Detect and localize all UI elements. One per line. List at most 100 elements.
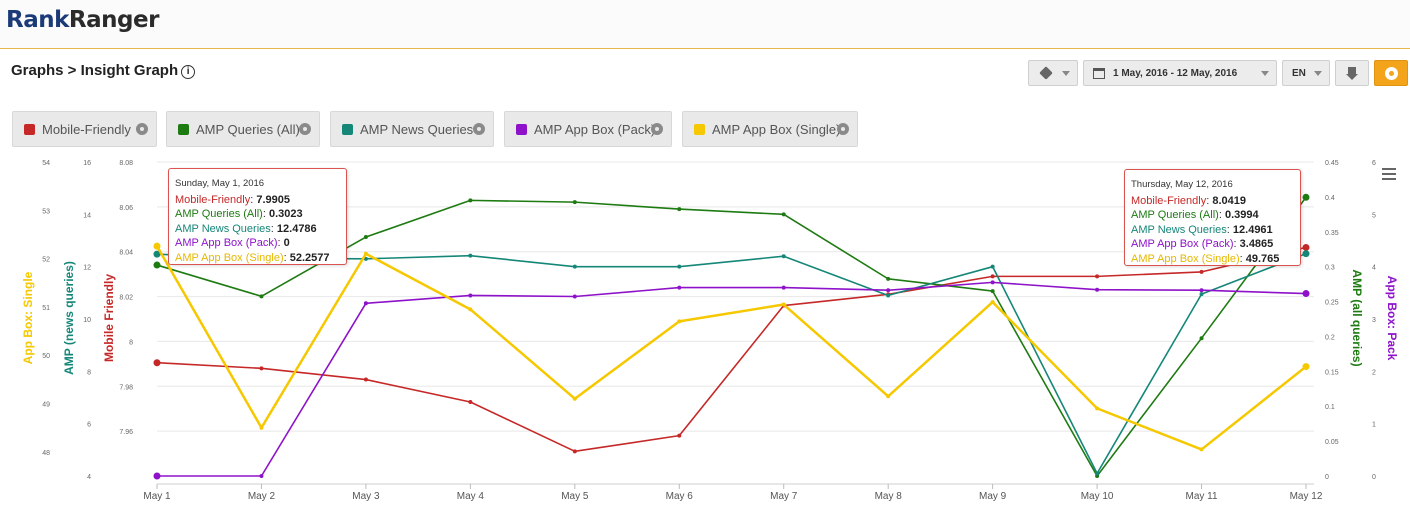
y-tick-label: 10 — [83, 317, 91, 324]
date-range-text: 1 May, 2016 - 12 May, 2016 — [1113, 68, 1238, 79]
tooltip-row: AMP App Box (Single): 52.2577 — [175, 251, 330, 264]
data-point — [153, 242, 161, 250]
y-tick-label: 3 — [1372, 317, 1376, 324]
x-tick-label: May 7 — [770, 491, 798, 502]
legend-swatch — [694, 124, 705, 135]
y-tick-label: 0 — [1372, 474, 1376, 481]
tooltip-value: 49.765 — [1245, 252, 1280, 265]
data-point — [886, 394, 891, 399]
gear-icon[interactable] — [837, 123, 849, 135]
y-tick-label: 4 — [1372, 265, 1376, 272]
y-axis-title: App Box: Pack — [1385, 276, 1399, 361]
tooltip-label: AMP Queries (All) — [1131, 209, 1219, 221]
gear-icon[interactable] — [473, 123, 485, 135]
data-point — [572, 264, 577, 269]
view-selector[interactable] — [1028, 60, 1078, 86]
legend-item-amp-news-queries[interactable]: AMP News Queries — [330, 111, 494, 147]
legend-item-amp-queries-all[interactable]: AMP Queries (All) — [166, 111, 320, 147]
y-tick-label: 14 — [83, 212, 91, 219]
x-tick-label: May 11 — [1186, 491, 1218, 502]
settings-button[interactable] — [1374, 60, 1408, 86]
x-tick-label: May 10 — [1081, 491, 1114, 502]
legend-item-amp-app-box-single[interactable]: AMP App Box (Single) — [682, 111, 858, 147]
y-axis-title: Mobile Friendly — [102, 274, 116, 362]
download-button[interactable] — [1335, 60, 1369, 86]
x-tick-label: May 9 — [979, 491, 1007, 502]
data-point — [363, 377, 368, 382]
cube-icon — [1039, 66, 1053, 80]
chart-menu-icon[interactable] — [1382, 168, 1396, 183]
data-point — [886, 293, 891, 298]
y-tick-label: 0.15 — [1325, 369, 1339, 376]
date-range-picker[interactable]: 1 May, 2016 - 12 May, 2016 — [1083, 60, 1277, 86]
tooltip-label: AMP App Box (Pack) — [175, 237, 278, 249]
y-tick-label: 8.04 — [119, 250, 133, 257]
x-tick-label: May 1 — [143, 491, 171, 502]
data-point — [259, 474, 264, 478]
legend-label: Mobile-Friendly — [42, 122, 131, 137]
tooltip-row: AMP Queries (All): 0.3994 — [1131, 209, 1259, 221]
data-point — [1199, 292, 1204, 297]
data-point — [781, 285, 786, 290]
x-tick-label: May 6 — [666, 491, 694, 502]
tooltip-label: AMP News Queries — [175, 222, 271, 235]
y-tick-label: 53 — [42, 208, 50, 215]
data-point — [990, 300, 995, 305]
tooltip-row: AMP News Queries: 12.4961 — [1131, 223, 1273, 236]
legend-swatch — [342, 124, 353, 135]
data-point — [468, 293, 473, 298]
legend-label: AMP App Box (Single) — [712, 122, 841, 137]
y-tick-label: 0.2 — [1325, 334, 1335, 341]
info-icon[interactable]: i — [181, 65, 196, 79]
language-selector[interactable]: EN — [1282, 60, 1330, 86]
x-tick-label: May 5 — [561, 491, 589, 502]
gear-icon[interactable] — [299, 123, 311, 135]
tooltip-value: 3.4865 — [1239, 238, 1274, 250]
y-tick-label: 0.4 — [1325, 195, 1335, 202]
y-tick-label: 5 — [1372, 212, 1376, 219]
tooltip-label: Mobile-Friendly — [1131, 194, 1207, 207]
data-point — [259, 366, 264, 371]
gear-icon[interactable] — [651, 123, 663, 135]
y-tick-label: 7.98 — [119, 384, 133, 391]
data-point — [468, 198, 473, 203]
data-point — [1095, 274, 1100, 279]
y-tick-label: 0.45 — [1325, 160, 1339, 167]
series-line — [156, 196, 1307, 477]
data-point — [1302, 250, 1310, 258]
x-tick-label: May 4 — [457, 491, 485, 502]
tooltip-row: AMP App Box (Pack): 3.4865 — [1131, 238, 1274, 250]
tooltip-row: Mobile-Friendly: 8.0419 — [1131, 194, 1246, 207]
y-tick-label: 52 — [42, 257, 50, 264]
data-point — [1199, 447, 1204, 452]
y-tick-label: 4 — [87, 474, 91, 481]
data-point — [677, 207, 682, 212]
tooltip-row: AMP App Box (Single): 49.765 — [1131, 252, 1280, 265]
series-line — [155, 245, 1307, 451]
data-point — [990, 280, 995, 285]
y-tick-label: 8.06 — [119, 205, 133, 212]
data-point — [468, 399, 473, 404]
data-point — [363, 301, 368, 306]
gear-icon[interactable] — [136, 123, 148, 135]
download-arrow — [1346, 74, 1358, 80]
series-line — [156, 252, 1307, 475]
x-tick-label: May 3 — [352, 491, 380, 502]
data-point — [1095, 287, 1100, 292]
legend-item-mobile-friendly[interactable]: Mobile-Friendly — [12, 111, 157, 147]
legend-item-amp-app-box-pack[interactable]: AMP App Box (Pack) — [504, 111, 672, 147]
data-point — [677, 264, 682, 269]
rankranger-logo[interactable]: RankRanger — [6, 7, 159, 33]
y-tick-label: 48 — [42, 450, 50, 457]
tooltip-may-12: Thursday, May 12, 2016 Mobile-Friendly: … — [1124, 169, 1301, 266]
tooltip-row: AMP News Queries: 12.4786 — [175, 222, 317, 235]
y-tick-label: 8 — [129, 339, 133, 346]
series-line — [156, 246, 1307, 453]
data-point — [363, 235, 368, 240]
tooltip-date: Sunday, May 1, 2016 — [175, 178, 265, 189]
tooltip-label: AMP News Queries — [1131, 223, 1227, 236]
data-point — [677, 319, 682, 324]
chevron-down-icon — [1062, 71, 1070, 76]
data-point — [1302, 363, 1310, 371]
